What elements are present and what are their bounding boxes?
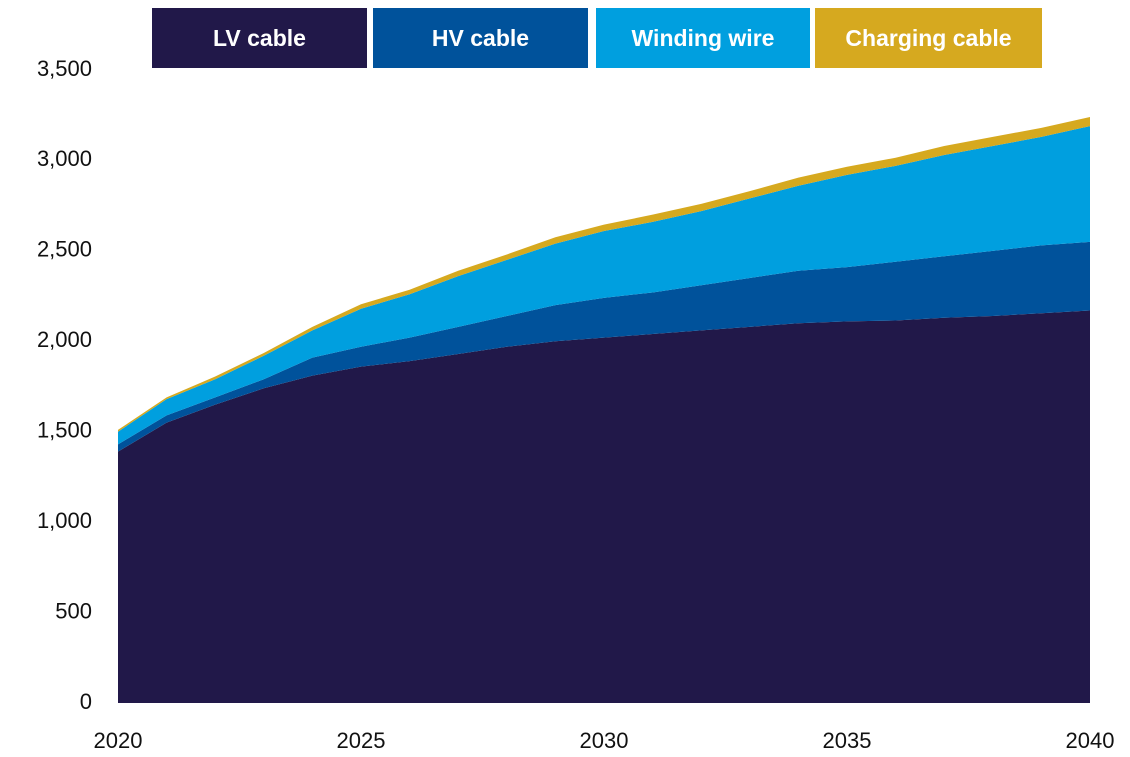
legend-swatch: [152, 8, 367, 68]
x-tick-label: 2035: [823, 728, 872, 753]
y-tick-label: 1,500: [37, 418, 92, 443]
y-tick-label: 500: [55, 598, 92, 623]
y-tick-label: 2,500: [37, 237, 92, 262]
x-tick-label: 2020: [94, 728, 143, 753]
y-tick-label: 1,000: [37, 508, 92, 533]
legend-label: Charging cable: [845, 25, 1011, 51]
legend-swatch: [596, 8, 810, 68]
x-tick-label: 2040: [1066, 728, 1115, 753]
x-tick-label: 2030: [580, 728, 629, 753]
y-tick-label: 0: [80, 689, 92, 714]
area: [118, 126, 1090, 445]
legend-label: LV cable: [213, 25, 306, 51]
area: [118, 310, 1090, 703]
legend-label: HV cable: [432, 25, 529, 51]
legend-swatch: [815, 8, 1042, 68]
legend-label: Winding wire: [632, 25, 775, 51]
y-tick-label: 3,000: [37, 146, 92, 171]
y-tick-label: 2,000: [37, 327, 92, 352]
x-tick-label: 2025: [337, 728, 386, 753]
area: [118, 241, 1090, 452]
legend-swatch: [373, 8, 588, 68]
y-tick-label: 3,500: [37, 56, 92, 81]
